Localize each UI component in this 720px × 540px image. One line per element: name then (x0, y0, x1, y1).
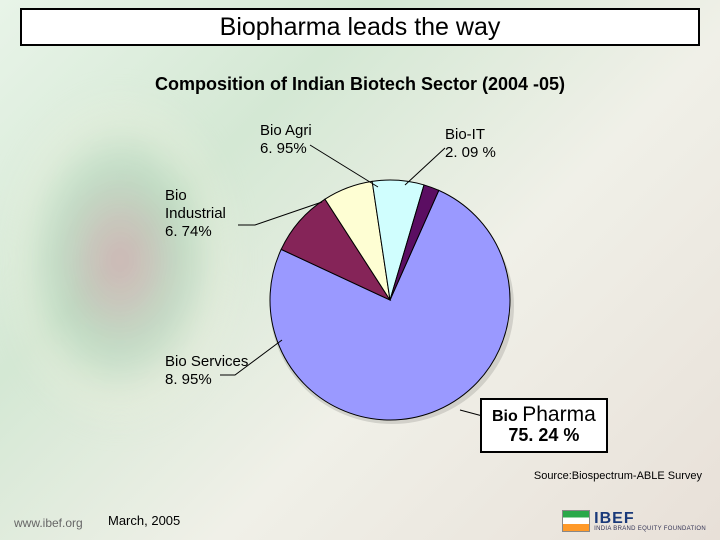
label-bio-pharma-box: Bio Pharma 75. 24 % (480, 398, 608, 453)
label-bio-agri: Bio Agri 6. 95% (260, 122, 312, 158)
slide: Biopharma leads the way Composition of I… (0, 0, 720, 540)
bio-pharma-pharma: Pharma (522, 403, 596, 426)
slide-title: Biopharma leads the way (220, 13, 501, 42)
ibef-text: IBEF (594, 510, 634, 527)
label-bio-industrial: Bio Industrial 6. 74% (165, 187, 226, 241)
ibef-text-wrap: IBEF INDIA BRAND EQUITY FOUNDATION (594, 510, 706, 532)
footer-logo: IBEF INDIA BRAND EQUITY FOUNDATION (562, 510, 706, 532)
label-pct: 8. 95% (165, 371, 248, 389)
label-pct: 6. 74% (165, 223, 226, 241)
label-bio-services: Bio Services 8. 95% (165, 353, 248, 389)
ibef-flag-icon (562, 510, 590, 532)
label-text: Bio Agri (260, 122, 312, 140)
label-pct: 2. 09 % (445, 144, 496, 162)
label-text: Bio-IT (445, 126, 496, 144)
source-text: Source:Biospectrum-ABLE Survey (534, 470, 702, 482)
footer-url: www.ibef.org (14, 516, 83, 530)
bio-pharma-pct: 75. 24 % (492, 425, 596, 446)
ibef-subtext: INDIA BRAND EQUITY FOUNDATION (594, 526, 706, 532)
bio-pharma-bio: Bio (492, 408, 522, 425)
label-text: Bio Services (165, 353, 248, 371)
label-text-2: Industrial (165, 205, 226, 223)
label-bio-it: Bio-IT 2. 09 % (445, 126, 496, 162)
pie-chart: Bio Agri 6. 95% Bio-IT 2. 09 % Bio Indus… (0, 100, 720, 460)
label-pct: 6. 95% (260, 140, 312, 158)
label-text: Bio (165, 187, 226, 205)
footer-date: March, 2005 (108, 513, 180, 528)
chart-subtitle: Composition of Indian Biotech Sector (20… (0, 74, 720, 95)
title-bar: Biopharma leads the way (20, 8, 700, 46)
